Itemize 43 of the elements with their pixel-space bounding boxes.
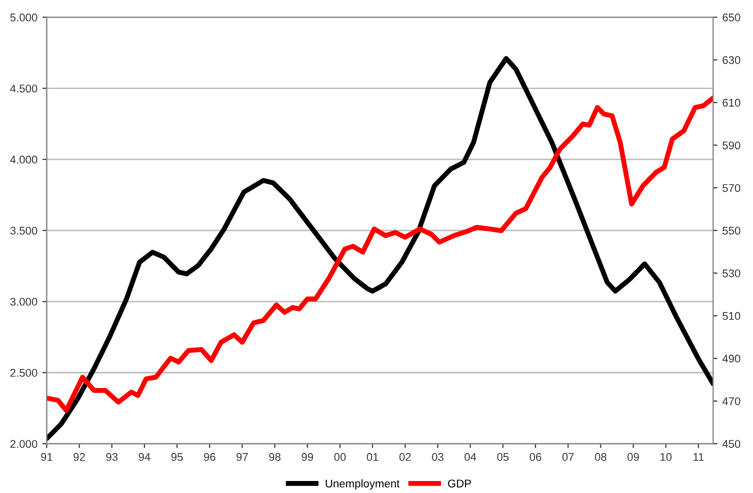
- y-tick-label: 3.500: [10, 226, 38, 235]
- y2-tick-label: 530: [722, 269, 740, 278]
- x-tick-label: 98: [269, 453, 280, 461]
- x-tick-label: 92: [74, 453, 85, 461]
- y2-tick-label: 510: [722, 312, 740, 320]
- x-tick-label: 09: [628, 453, 639, 461]
- y2-tick-label: 470: [722, 397, 740, 406]
- y2-tick-label: 550: [722, 226, 740, 235]
- line-series: [46, 96, 714, 413]
- x-tick-label: 02: [399, 453, 411, 461]
- y-tick-label: 3.000: [10, 298, 38, 306]
- x-tick-label: 10: [660, 453, 672, 461]
- x-tick-label: 95: [171, 453, 183, 461]
- y2-tick-label: 490: [722, 354, 740, 363]
- y2-tick-label: 650: [722, 14, 740, 22]
- x-tick-label: 05: [497, 453, 509, 461]
- y2-tick-label: 610: [722, 98, 740, 107]
- x-tick-label: 04: [464, 453, 476, 461]
- x-tick-label: 96: [204, 453, 216, 461]
- x-tick-label: 97: [236, 453, 248, 461]
- y-tick-label: 5.000: [10, 14, 38, 22]
- y-tick-label: 2.000: [10, 440, 38, 448]
- x-tick-label: 11: [694, 453, 704, 461]
- x-tick-label: 00: [334, 453, 346, 461]
- x-tick-label: 07: [562, 453, 574, 461]
- line-series: [46, 56, 714, 442]
- x-tick-label: 01: [366, 453, 378, 461]
- legend-label: GDP: [448, 480, 471, 488]
- y2-tick-label: 590: [722, 141, 740, 150]
- x-tick-label: 99: [302, 453, 314, 461]
- y-tick-label: 4.500: [10, 84, 38, 92]
- y2-tick-label: 570: [722, 184, 740, 192]
- y2-tick-label: 450: [722, 440, 740, 448]
- x-tick-label: 08: [594, 453, 606, 461]
- y2-tick-label: 630: [722, 56, 740, 64]
- y-tick-label: 2.500: [10, 368, 38, 377]
- legend-label: Unemployment: [326, 479, 400, 490]
- y-tick-label: 4.000: [10, 156, 38, 164]
- x-tick-label: 93: [106, 453, 118, 461]
- x-tick-label: 94: [138, 453, 150, 461]
- x-tick-label: 06: [530, 453, 542, 461]
- x-tick-label: 03: [432, 453, 444, 461]
- x-tick-label: 91: [41, 453, 52, 461]
